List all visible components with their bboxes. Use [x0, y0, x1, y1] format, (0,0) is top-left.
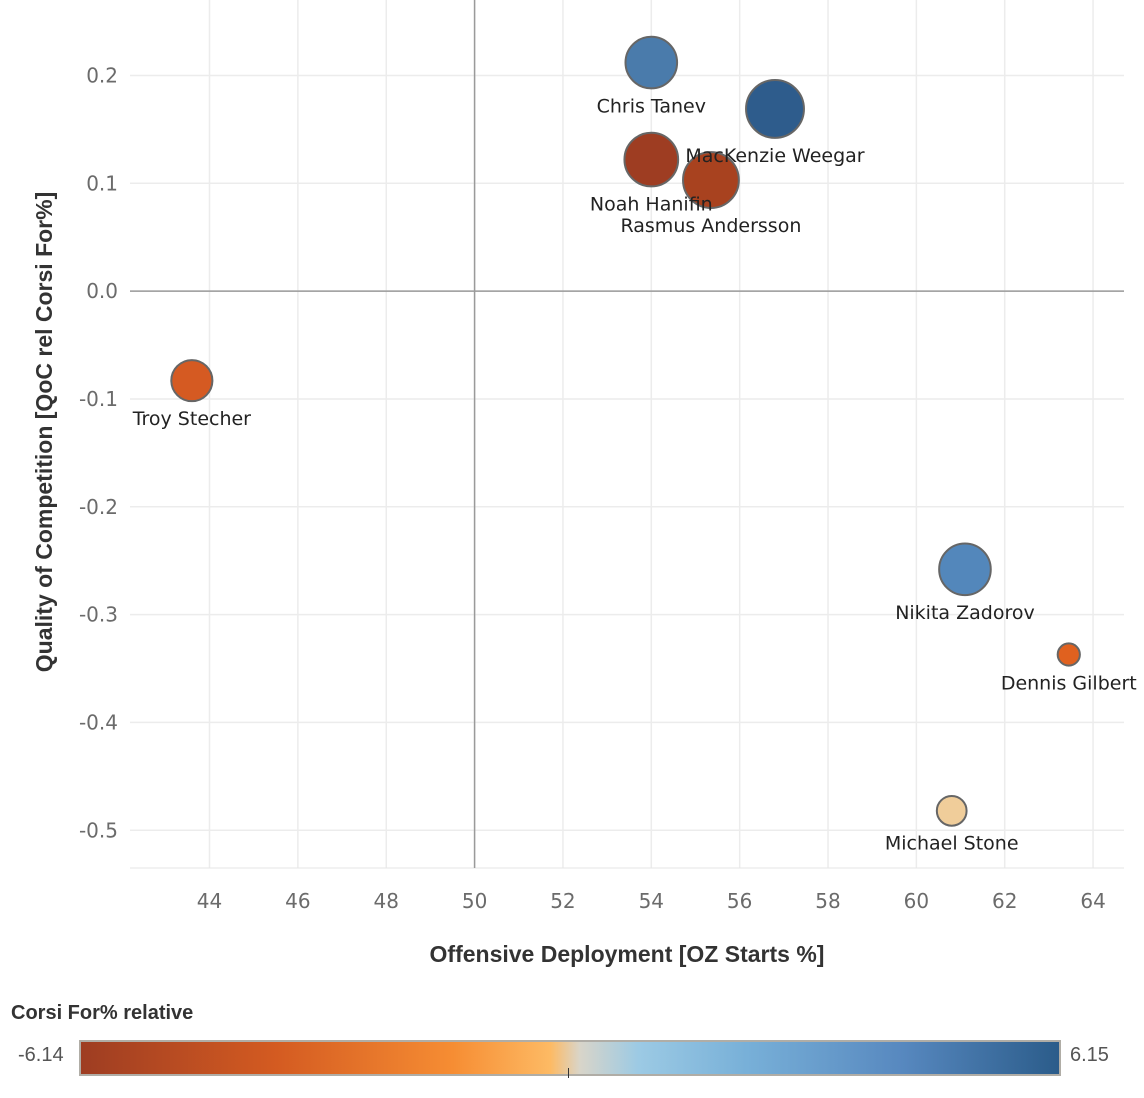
scatter-chart: 44 46 48 50 52 54 56 58 60 62 64 0.2 0.1 0.0 -0.1 -0.2…	[31, 0, 1137, 967]
x-tick-label: 44	[197, 889, 222, 913]
y-tick-label: 0.0	[86, 279, 118, 303]
data-point-label: Michael Stone	[885, 833, 1019, 855]
x-tick-label: 60	[904, 889, 929, 913]
data-point-label: Chris Tanev	[597, 95, 706, 117]
x-axis-title: Offensive Deployment [OZ Starts %]	[430, 941, 825, 967]
data-point	[938, 542, 992, 597]
y-tick-label: 0.2	[86, 63, 118, 87]
data-point	[935, 794, 968, 827]
y-tick-label: 0.1	[86, 171, 118, 195]
data-point-label: Troy Stecher	[132, 408, 251, 430]
reference-lines	[130, 0, 1124, 868]
y-tick-label: -0.3	[79, 603, 118, 627]
data-point	[624, 35, 679, 90]
data-point-label: Dennis Gilbert	[1001, 673, 1137, 695]
color-legend-gradient	[79, 1040, 1061, 1076]
y-tick-label: -0.5	[79, 818, 118, 842]
data-point	[623, 131, 680, 188]
x-tick-label: 54	[639, 889, 664, 913]
x-tick-label: 58	[815, 889, 840, 913]
x-tick-label: 52	[550, 889, 575, 913]
y-axis-title: Quality of Competition [QoC rel Corsi Fo…	[31, 192, 57, 672]
data-point	[682, 151, 740, 209]
data-point	[170, 359, 214, 403]
color-legend-title: Corsi For% relative	[11, 1002, 194, 1024]
x-tick-label: 62	[992, 889, 1017, 913]
y-tick-label: -0.1	[79, 387, 118, 411]
data-point	[1056, 642, 1081, 667]
y-tick-label: -0.4	[79, 710, 118, 734]
data-point-label: Noah Hanifin	[590, 193, 713, 215]
x-tick-label: 48	[374, 889, 399, 913]
color-legend-min: -6.14	[18, 1044, 64, 1066]
grid	[130, 0, 1124, 869]
data-point-label: Rasmus Andersson	[620, 215, 801, 237]
color-legend-max: 6.15	[1070, 1044, 1109, 1066]
y-tick-label: -0.2	[79, 495, 118, 519]
x-tick-label: 46	[285, 889, 310, 913]
x-tick-label: 50	[462, 889, 487, 913]
data-point	[745, 78, 805, 139]
x-tick-label: 56	[727, 889, 752, 913]
data-points	[170, 35, 1081, 827]
y-axis-ticks: 0.2 0.1 0.0 -0.1 -0.2 -0.3 -0.4 -0.5	[79, 63, 118, 842]
x-axis-ticks: 44 46 48 50 52 54 56 58 60 62 64	[197, 889, 1106, 913]
data-point-label: MacKenzie Weegar	[685, 145, 864, 167]
x-tick-label: 64	[1080, 889, 1105, 913]
data-point-label: Nikita Zadorov	[895, 602, 1035, 624]
color-legend-center-tick	[568, 1068, 569, 1078]
point-labels: Chris Tanev MacKenzie Weegar Noah HanifinR…	[132, 95, 1137, 854]
